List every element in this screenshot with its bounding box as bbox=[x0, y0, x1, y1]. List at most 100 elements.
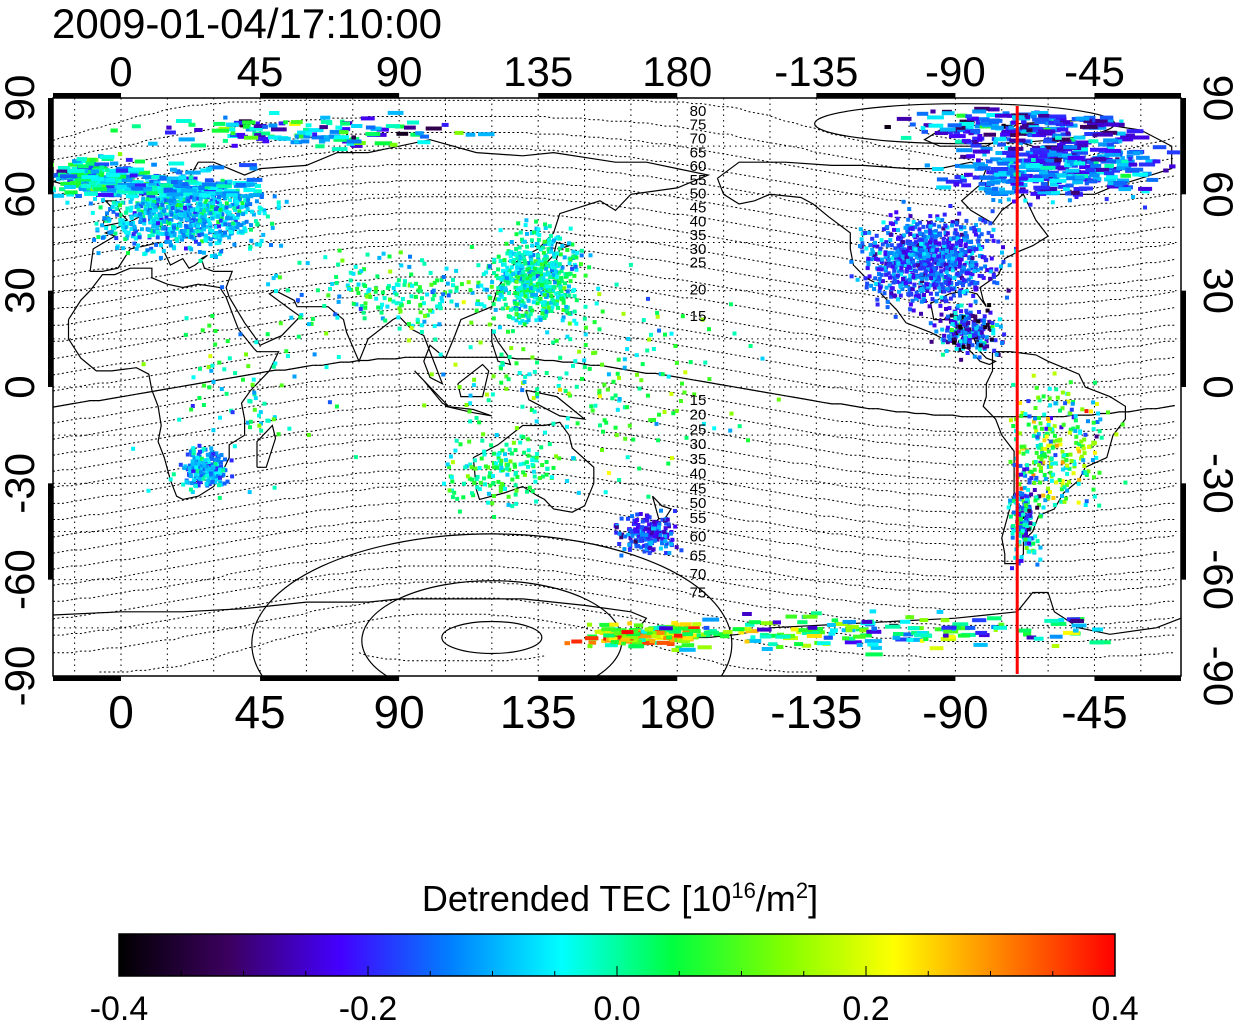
tec-pixel bbox=[334, 281, 339, 285]
tec-pixel bbox=[880, 257, 885, 262]
tec-pixel bbox=[374, 286, 378, 291]
tec-pixel bbox=[1023, 503, 1028, 508]
tec-pixel bbox=[80, 184, 91, 189]
tec-pixel bbox=[914, 633, 932, 638]
tec-pixel bbox=[565, 479, 570, 483]
tec-pixel bbox=[916, 293, 921, 298]
tec-pixel bbox=[230, 214, 235, 219]
tec-pixel bbox=[931, 272, 936, 277]
tec-pixel bbox=[1049, 634, 1063, 639]
tec-pixel bbox=[660, 372, 665, 377]
tec-pixel bbox=[748, 620, 761, 625]
tec-pixel bbox=[742, 612, 752, 616]
tec-pixel bbox=[497, 325, 502, 330]
tec-pixel bbox=[908, 226, 913, 231]
tec-pixel bbox=[963, 331, 968, 335]
tec-pixel bbox=[1049, 178, 1067, 183]
tec-pixel bbox=[227, 204, 232, 209]
tec-pixel bbox=[570, 266, 575, 271]
tec-pixel bbox=[639, 378, 644, 383]
tec-pixel bbox=[957, 280, 962, 285]
tec-pixel bbox=[1063, 145, 1078, 150]
tec-pixel bbox=[223, 222, 228, 227]
tec-pixel bbox=[639, 545, 644, 550]
tec-pixel bbox=[1169, 164, 1176, 169]
tec-pixel bbox=[655, 314, 660, 319]
tec-pixel bbox=[528, 273, 533, 278]
tec-pixel bbox=[601, 627, 615, 632]
tec-pixel bbox=[583, 304, 588, 309]
tec-pixel bbox=[908, 274, 913, 278]
tec-pixel bbox=[223, 457, 227, 462]
tec-pixel bbox=[472, 377, 477, 382]
tec-pixel bbox=[191, 213, 196, 218]
tec-pixel bbox=[638, 634, 656, 639]
tec-pixel bbox=[933, 229, 938, 234]
tec-pixel bbox=[355, 286, 360, 291]
tec-pixel bbox=[886, 271, 891, 276]
tec-pixel bbox=[165, 212, 170, 217]
tec-pixel bbox=[521, 256, 526, 261]
tec-pixel bbox=[130, 234, 135, 239]
tec-pixel bbox=[600, 309, 605, 314]
tec-pixel bbox=[117, 178, 125, 183]
tec-pixel bbox=[410, 323, 415, 328]
tec-pixel bbox=[945, 179, 963, 184]
tec-pixel bbox=[637, 386, 642, 391]
tec-pixel bbox=[1023, 412, 1028, 417]
tec-pixel bbox=[522, 450, 527, 455]
tec-pixel bbox=[657, 522, 662, 527]
tec-pixel bbox=[1038, 557, 1043, 562]
tec-pixel bbox=[633, 527, 638, 532]
tec-pixel bbox=[1071, 426, 1076, 431]
tec-pixel bbox=[1027, 549, 1032, 554]
tec-pixel bbox=[1027, 154, 1039, 159]
tec-pixel bbox=[168, 243, 173, 248]
tec-pixel bbox=[126, 251, 130, 256]
tec-pixel bbox=[524, 218, 529, 223]
tec-pixel bbox=[432, 280, 437, 285]
tec-pixel bbox=[391, 286, 396, 290]
tec-pixel bbox=[625, 405, 630, 410]
tec-pixel bbox=[525, 231, 529, 236]
tec-pixel bbox=[906, 227, 911, 232]
tec-pixel bbox=[182, 228, 187, 233]
tec-pixel bbox=[582, 358, 587, 363]
tec-pixel bbox=[953, 311, 958, 315]
tec-pixel bbox=[654, 525, 659, 530]
tec-pixel bbox=[638, 512, 643, 516]
tec-pixel bbox=[183, 332, 188, 337]
tec-pixel bbox=[952, 340, 957, 345]
tec-pixel bbox=[955, 236, 960, 241]
tec-pixel bbox=[194, 465, 199, 470]
tec-pixel bbox=[973, 335, 978, 340]
tec-pixel bbox=[937, 241, 942, 246]
tec-pixel bbox=[1082, 451, 1087, 456]
tec-pixel bbox=[152, 199, 157, 204]
tec-pixel bbox=[644, 533, 649, 538]
tec-pixel bbox=[682, 636, 693, 641]
tec-pixel bbox=[365, 294, 370, 299]
tec-pixel bbox=[483, 464, 488, 469]
tec-pixel bbox=[919, 247, 924, 252]
tec-pixel bbox=[1065, 463, 1070, 468]
tec-pixel bbox=[945, 328, 950, 333]
tec-pixel bbox=[548, 233, 553, 238]
tec-pixel bbox=[167, 230, 172, 235]
tec-pixel bbox=[1067, 466, 1072, 471]
tec-pixel bbox=[950, 220, 955, 225]
tec-pixel bbox=[892, 252, 897, 256]
tec-pixel bbox=[930, 248, 935, 253]
tec-pixel bbox=[544, 288, 549, 293]
tec-pixel bbox=[517, 371, 522, 375]
tec-pixel bbox=[310, 317, 315, 321]
tec-pixel bbox=[507, 447, 512, 452]
tec-pixel bbox=[627, 423, 632, 428]
tec-pixel bbox=[909, 262, 914, 267]
tec-pixel bbox=[958, 347, 963, 352]
tec-pixel bbox=[628, 536, 633, 541]
tec-pixel bbox=[864, 639, 882, 644]
tec-pixel bbox=[928, 224, 933, 229]
tec-pixel bbox=[942, 243, 947, 248]
tec-pixel bbox=[921, 224, 926, 229]
